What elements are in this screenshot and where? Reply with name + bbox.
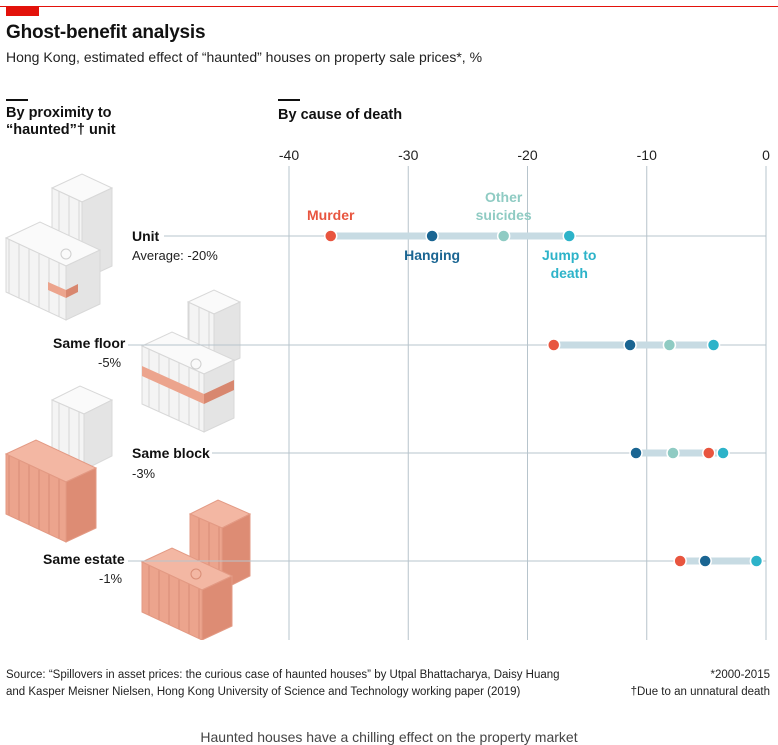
annotation-other-suicides: Other bbox=[485, 189, 523, 205]
source-note: Source: “Spillovers in asset prices: the… bbox=[6, 667, 560, 701]
dot-jump-to-death bbox=[706, 338, 721, 352]
annotation-hanging: Hanging bbox=[404, 247, 460, 263]
building-same-estate bbox=[140, 499, 252, 640]
x-tick-label: -10 bbox=[637, 147, 657, 163]
footnote-period: *2000-2015 bbox=[710, 669, 770, 681]
dot-other-suicides bbox=[496, 229, 511, 243]
dot-jump-to-death bbox=[562, 229, 576, 243]
x-tick-label: -40 bbox=[279, 147, 299, 163]
dot-hanging bbox=[629, 446, 643, 460]
footnote-dagger: †Due to an unnatural death bbox=[630, 686, 770, 698]
row-sub-same-block: -3% bbox=[132, 466, 156, 481]
right-section-rule bbox=[278, 99, 300, 101]
dot-murder bbox=[546, 338, 561, 352]
chart-subtitle: Hong Kong, estimated effect of “haunted”… bbox=[6, 49, 483, 65]
dot-jump-to-death bbox=[716, 446, 730, 460]
cause-section-title: By cause of death bbox=[278, 107, 403, 123]
proximity-section-title: By proximity to “haunted”† unit bbox=[6, 105, 116, 139]
annotation-murder: Murder bbox=[307, 207, 355, 223]
annotation-other-suicides: suicides bbox=[476, 207, 532, 223]
x-tick-label: 0 bbox=[762, 147, 770, 163]
cause-of-death-chart: -40 -30 -20 -10 0 Murder Hanging Other suicides J… bbox=[128, 147, 770, 640]
row-sub-unit: Average: -20% bbox=[132, 248, 218, 263]
dot-other-suicides bbox=[662, 338, 677, 352]
row-sub-same-estate: -1% bbox=[99, 571, 123, 586]
proximity-title-line2: “haunted”† unit bbox=[6, 122, 116, 138]
row-sub-same-floor: -5% bbox=[98, 355, 122, 370]
footnotes: *2000-2015 †Due to an unnatural death bbox=[631, 667, 770, 701]
dot-murder bbox=[673, 554, 687, 568]
annotation-jump-to-death: Jump to bbox=[542, 247, 596, 263]
dot-jump-to-death bbox=[749, 554, 764, 568]
chart-title: Ghost-benefit analysis bbox=[6, 22, 206, 43]
figure-caption: Haunted houses have a chilling effect on… bbox=[200, 729, 578, 745]
row-label-same-block: Same block bbox=[132, 445, 210, 461]
building-unit bbox=[4, 173, 114, 321]
source-line2: and Kasper Meisner Nielsen, Hong Kong Un… bbox=[6, 686, 521, 698]
building-same-floor bbox=[140, 289, 242, 433]
row-label-same-estate: Same estate bbox=[43, 551, 125, 567]
brand-red-tab bbox=[6, 6, 39, 16]
dot-hanging bbox=[425, 229, 439, 243]
row-label-unit: Unit bbox=[132, 228, 160, 244]
left-section-rule bbox=[6, 99, 28, 101]
source-line1: Source: “Spillovers in asset prices: the… bbox=[6, 669, 560, 681]
annotation-jump-to-death: death bbox=[551, 265, 588, 281]
dot-other-suicides bbox=[666, 446, 680, 460]
proximity-title-line1: By proximity to bbox=[6, 105, 112, 121]
building-same-block bbox=[4, 385, 114, 543]
building-illustrations bbox=[4, 173, 252, 640]
dot-murder bbox=[323, 229, 338, 243]
top-accent-line bbox=[0, 6, 778, 7]
x-tick-label: -30 bbox=[398, 147, 418, 163]
row-label-same-floor: Same floor bbox=[53, 335, 126, 351]
x-tick-label: -20 bbox=[517, 147, 537, 163]
dot-hanging bbox=[623, 338, 637, 352]
dot-hanging bbox=[698, 554, 712, 568]
dot-murder bbox=[702, 446, 716, 460]
